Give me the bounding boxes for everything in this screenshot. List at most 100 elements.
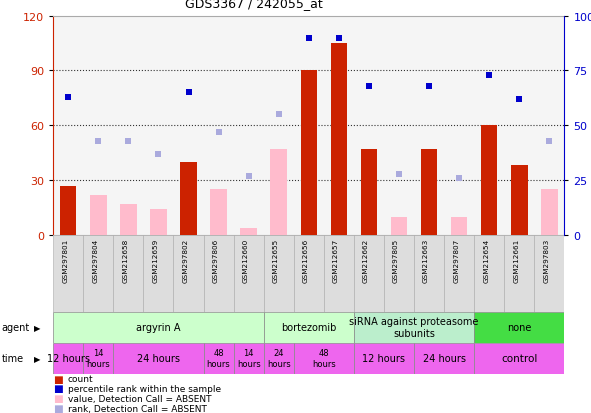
Text: GSM297804: GSM297804: [92, 238, 98, 282]
Point: [364, 83, 374, 90]
Bar: [354, 235, 384, 312]
Point: [124, 138, 133, 145]
Text: GSM212663: GSM212663: [423, 238, 429, 282]
Text: argyrin A: argyrin A: [136, 322, 181, 332]
Bar: [384, 235, 414, 312]
Text: bortezomib: bortezomib: [281, 322, 336, 332]
Bar: [53, 235, 83, 312]
Bar: [444, 235, 474, 312]
Point: [515, 96, 524, 103]
Bar: [534, 235, 564, 312]
Bar: [60, 186, 76, 235]
Bar: [144, 235, 174, 312]
Bar: [83, 235, 113, 312]
Bar: [113, 235, 144, 312]
Bar: [414, 235, 444, 312]
Text: count: count: [68, 374, 93, 383]
Point: [545, 138, 554, 145]
Bar: [53, 343, 83, 374]
Text: siRNA against proteasome
subunits: siRNA against proteasome subunits: [349, 316, 479, 338]
Text: GSM297802: GSM297802: [183, 238, 189, 282]
Text: GSM297803: GSM297803: [543, 238, 550, 282]
Bar: [541, 190, 558, 235]
Text: none: none: [507, 322, 531, 332]
Bar: [330, 44, 347, 235]
Text: 48
hours: 48 hours: [207, 349, 230, 368]
Point: [334, 35, 343, 42]
Point: [424, 83, 434, 90]
Text: GSM297801: GSM297801: [62, 238, 68, 282]
Point: [274, 112, 284, 118]
Text: GSM297807: GSM297807: [453, 238, 459, 282]
Text: 24 hours: 24 hours: [137, 353, 180, 363]
Text: 24 hours: 24 hours: [423, 353, 466, 363]
Text: ■: ■: [53, 384, 63, 394]
Text: GSM212659: GSM212659: [152, 238, 158, 282]
Bar: [271, 150, 287, 235]
Bar: [203, 343, 233, 374]
Text: 12 hours: 12 hours: [47, 353, 90, 363]
Text: GSM297806: GSM297806: [213, 238, 219, 282]
Bar: [474, 235, 504, 312]
Point: [244, 173, 254, 180]
Bar: [324, 235, 354, 312]
Bar: [264, 312, 354, 343]
Bar: [233, 235, 264, 312]
Bar: [120, 204, 137, 235]
Text: GSM212661: GSM212661: [514, 238, 519, 282]
Bar: [354, 312, 474, 343]
Point: [184, 90, 193, 97]
Text: GSM212656: GSM212656: [303, 238, 309, 282]
Bar: [264, 343, 294, 374]
Text: GDS3367 / 242055_at: GDS3367 / 242055_at: [185, 0, 323, 10]
Text: ▶: ▶: [34, 323, 41, 332]
Bar: [150, 210, 167, 235]
Bar: [264, 235, 294, 312]
Point: [485, 72, 494, 79]
Text: GSM212655: GSM212655: [272, 238, 279, 282]
Text: GSM212662: GSM212662: [363, 238, 369, 282]
Bar: [53, 312, 264, 343]
Bar: [294, 235, 324, 312]
Point: [93, 138, 103, 145]
Text: ■: ■: [53, 393, 63, 403]
Bar: [511, 166, 528, 235]
Bar: [83, 343, 113, 374]
Bar: [451, 217, 467, 235]
Text: ■: ■: [53, 403, 63, 413]
Text: GSM212660: GSM212660: [243, 238, 249, 282]
Bar: [354, 343, 414, 374]
Point: [394, 171, 404, 178]
Text: GSM212657: GSM212657: [333, 238, 339, 282]
Bar: [233, 343, 264, 374]
Text: 14
hours: 14 hours: [237, 349, 261, 368]
Bar: [180, 162, 197, 235]
Text: ■: ■: [53, 374, 63, 384]
Point: [304, 35, 313, 42]
Bar: [414, 343, 474, 374]
Bar: [421, 150, 437, 235]
Text: control: control: [501, 353, 537, 363]
Bar: [474, 343, 564, 374]
Text: ▶: ▶: [34, 354, 41, 363]
Text: 24
hours: 24 hours: [267, 349, 291, 368]
Bar: [301, 71, 317, 235]
Text: GSM212658: GSM212658: [122, 238, 128, 282]
Bar: [361, 150, 377, 235]
Text: 14
hours: 14 hours: [86, 349, 110, 368]
Text: rank, Detection Call = ABSENT: rank, Detection Call = ABSENT: [68, 404, 207, 413]
Point: [454, 175, 464, 182]
Text: value, Detection Call = ABSENT: value, Detection Call = ABSENT: [68, 394, 212, 403]
Text: GSM297805: GSM297805: [393, 238, 399, 282]
Bar: [474, 312, 564, 343]
Bar: [90, 195, 106, 235]
Text: GSM212654: GSM212654: [483, 238, 489, 282]
Bar: [241, 228, 257, 235]
Bar: [294, 343, 354, 374]
Point: [154, 151, 163, 158]
Bar: [113, 343, 203, 374]
Bar: [504, 235, 534, 312]
Text: 12 hours: 12 hours: [362, 353, 405, 363]
Text: percentile rank within the sample: percentile rank within the sample: [68, 384, 221, 393]
Bar: [391, 217, 407, 235]
